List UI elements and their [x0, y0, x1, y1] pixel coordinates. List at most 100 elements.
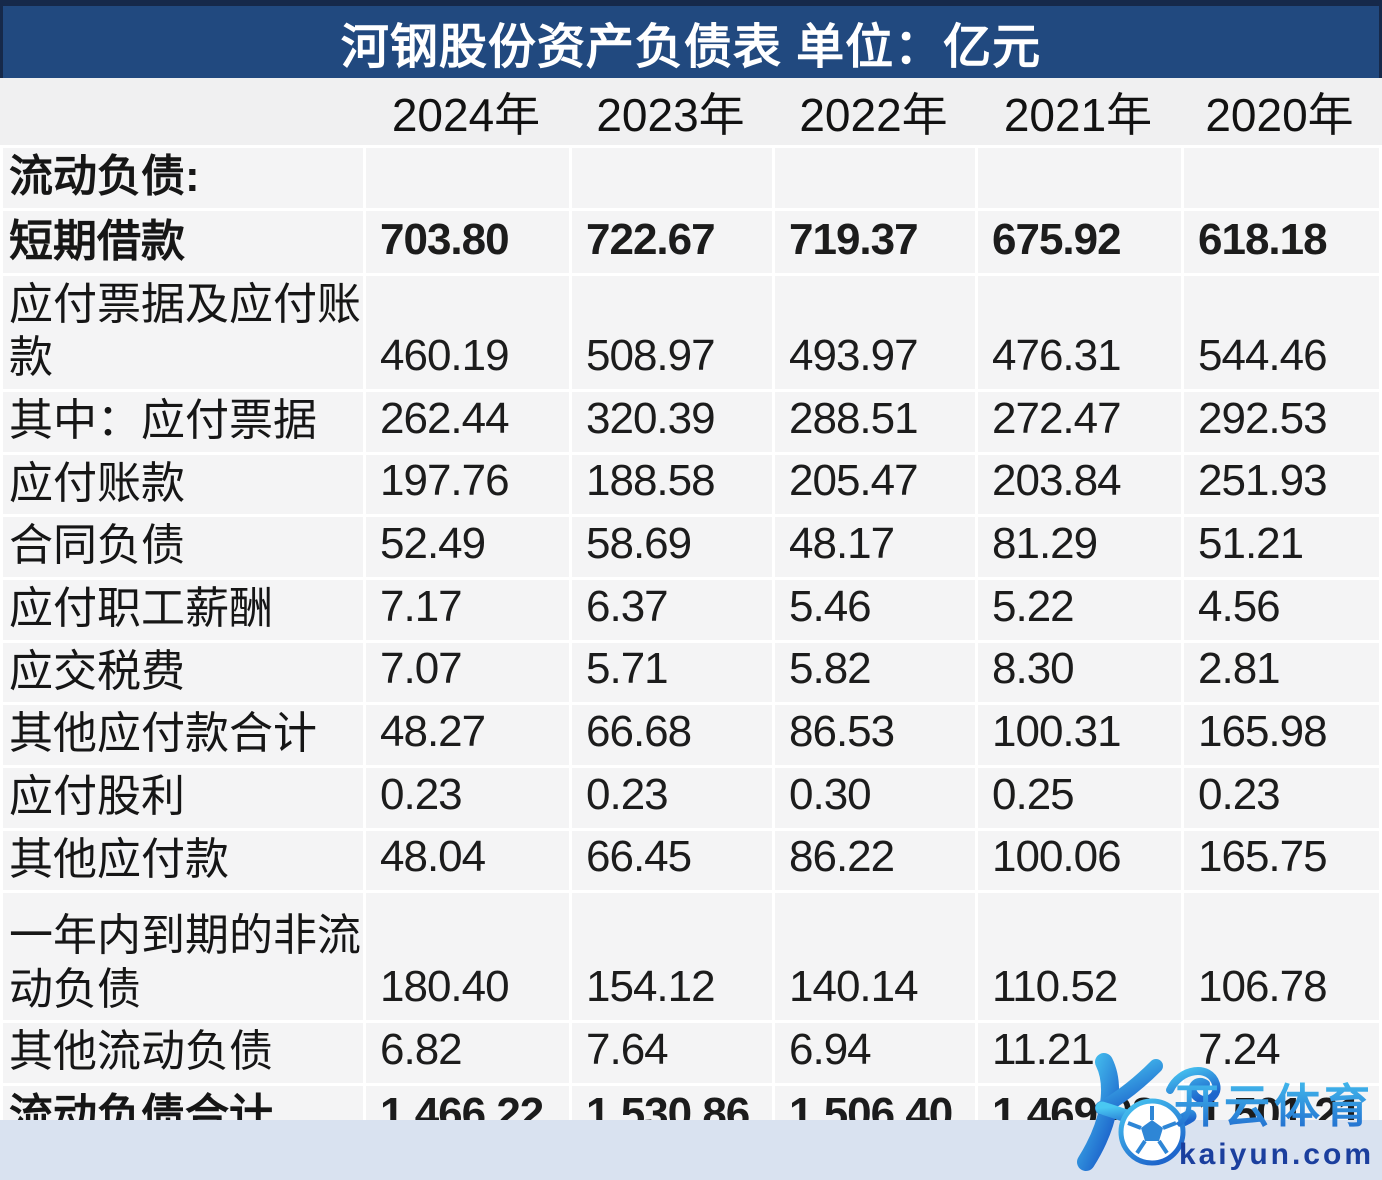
cell-value: 51.21 — [1184, 517, 1379, 578]
row-label: 短期借款 — [3, 210, 363, 273]
row-label: 一年内到期的非流动负债 — [3, 893, 363, 1021]
cell-value: 86.53 — [775, 705, 975, 766]
cell-value: 48.17 — [775, 517, 975, 578]
cell-value: 5.82 — [775, 642, 975, 703]
cell-value: 6.37 — [572, 580, 772, 640]
cell-value: 476.31 — [978, 275, 1181, 390]
cell-value — [366, 148, 569, 208]
cell-value: 100.06 — [978, 830, 1181, 891]
cell-value: 2.81 — [1184, 642, 1379, 703]
table-body: 流动负债: 短期借款 703.80 722.67 719.37 675.92 6… — [3, 148, 1379, 1148]
table-row: 流动负债: — [3, 148, 1379, 208]
cell-value — [978, 148, 1181, 208]
balance-sheet-table: 流动负债: 短期借款 703.80 722.67 719.37 675.92 6… — [0, 145, 1382, 1151]
column-header-2024: 2024年 — [391, 88, 541, 141]
row-label: 应交税费 — [3, 642, 363, 703]
cell-value: 4.56 — [1184, 580, 1379, 640]
cell-value: 7.07 — [366, 642, 569, 703]
cell-value: 58.69 — [572, 517, 772, 578]
column-header-2022: 2022年 — [799, 88, 948, 141]
cell-value: 154.12 — [572, 893, 772, 1021]
row-label: 合同负债 — [3, 517, 363, 578]
table-row: 应付股利 0.23 0.23 0.30 0.25 0.23 — [3, 768, 1379, 828]
row-label: 应付职工薪酬 — [3, 580, 363, 640]
row-label: 应付票据及应付账款 — [3, 275, 363, 390]
row-label: 其他应付款 — [3, 830, 363, 891]
cell-value: 0.30 — [775, 768, 975, 828]
cell-value: 251.93 — [1184, 454, 1379, 515]
cell-value — [775, 148, 975, 208]
table-row: 其他应付款合计 48.27 66.68 86.53 100.31 165.98 — [3, 705, 1379, 766]
cell-value: 86.22 — [775, 830, 975, 891]
cell-value: 544.46 — [1184, 275, 1379, 390]
cell-value: 0.23 — [1184, 768, 1379, 828]
cell-value: 493.97 — [775, 275, 975, 390]
cell-value: 0.23 — [572, 768, 772, 828]
cell-value: 7.64 — [572, 1023, 772, 1084]
row-label: 其他应付款合计 — [3, 705, 363, 766]
cell-value: 66.68 — [572, 705, 772, 766]
cell-value: 7.17 — [366, 580, 569, 640]
row-label: 应付股利 — [3, 768, 363, 828]
cell-value: 165.75 — [1184, 830, 1379, 891]
cell-value: 719.37 — [775, 210, 975, 273]
table-row: 一年内到期的非流动负债 180.40 154.12 140.14 110.52 … — [3, 893, 1379, 1021]
cell-value: 722.67 — [572, 210, 772, 273]
cell-value — [1184, 148, 1379, 208]
cell-value: 5.71 — [572, 642, 772, 703]
column-header-2021: 2021年 — [1003, 88, 1153, 141]
cell-value: 52.49 — [366, 517, 569, 578]
cell-value: 320.39 — [572, 392, 772, 452]
footer-strip — [0, 1120, 1382, 1180]
table-row: 应交税费 7.07 5.71 5.82 8.30 2.81 — [3, 642, 1379, 703]
cell-value: 140.14 — [775, 893, 975, 1021]
cell-value: 6.94 — [775, 1023, 975, 1084]
cell-value: 5.22 — [978, 580, 1181, 640]
cell-value: 675.92 — [978, 210, 1181, 273]
cell-value: 110.52 — [978, 893, 1181, 1021]
cell-value: 66.45 — [572, 830, 772, 891]
table-row: 短期借款 703.80 722.67 719.37 675.92 618.18 — [3, 210, 1379, 273]
cell-value: 5.46 — [775, 580, 975, 640]
cell-value: 0.25 — [978, 768, 1181, 828]
page-title: 河钢股份资产负债表 单位：亿元 — [340, 21, 1042, 74]
column-header-2020: 2020年 — [1205, 88, 1354, 141]
table-row: 应付票据及应付账款 460.19 508.97 493.97 476.31 54… — [3, 275, 1379, 390]
cell-value: 188.58 — [572, 454, 772, 515]
table-row: 合同负债 52.49 58.69 48.17 81.29 51.21 — [3, 517, 1379, 578]
column-header-2023: 2023年 — [596, 88, 745, 141]
cell-value: 203.84 — [978, 454, 1181, 515]
table-row: 其中：应付票据 262.44 320.39 288.51 272.47 292.… — [3, 392, 1379, 452]
cell-value: 106.78 — [1184, 893, 1379, 1021]
cell-value: 100.31 — [978, 705, 1181, 766]
year-header-row: 2024年 2023年 2022年 2021年 2020年 — [0, 78, 1382, 145]
cell-value: 81.29 — [978, 517, 1181, 578]
cell-value: 197.76 — [366, 454, 569, 515]
title-bar: 河钢股份资产负债表 单位：亿元 — [0, 0, 1382, 78]
cell-value: 460.19 — [366, 275, 569, 390]
cell-value: 618.18 — [1184, 210, 1379, 273]
cell-value: 8.30 — [978, 642, 1181, 703]
cell-value: 7.24 — [1184, 1023, 1379, 1084]
cell-value: 165.98 — [1184, 705, 1379, 766]
cell-value: 272.47 — [978, 392, 1181, 452]
cell-value: 262.44 — [366, 392, 569, 452]
cell-value: 48.04 — [366, 830, 569, 891]
cell-value: 703.80 — [366, 210, 569, 273]
row-label: 其他流动负债 — [3, 1023, 363, 1084]
cell-value: 292.53 — [1184, 392, 1379, 452]
row-label: 流动负债: — [3, 148, 363, 208]
cell-value: 508.97 — [572, 275, 772, 390]
row-label: 应付账款 — [3, 454, 363, 515]
table-row: 应付职工薪酬 7.17 6.37 5.46 5.22 4.56 — [3, 580, 1379, 640]
table-row: 其他应付款 48.04 66.45 86.22 100.06 165.75 — [3, 830, 1379, 891]
cell-value: 48.27 — [366, 705, 569, 766]
table-row: 应付账款 197.76 188.58 205.47 203.84 251.93 — [3, 454, 1379, 515]
cell-value — [572, 148, 772, 208]
cell-value: 11.21 — [978, 1023, 1181, 1084]
cell-value: 205.47 — [775, 454, 975, 515]
cell-value: 6.82 — [366, 1023, 569, 1084]
table-row: 其他流动负债 6.82 7.64 6.94 11.21 7.24 — [3, 1023, 1379, 1084]
cell-value: 180.40 — [366, 893, 569, 1021]
cell-value: 0.23 — [366, 768, 569, 828]
